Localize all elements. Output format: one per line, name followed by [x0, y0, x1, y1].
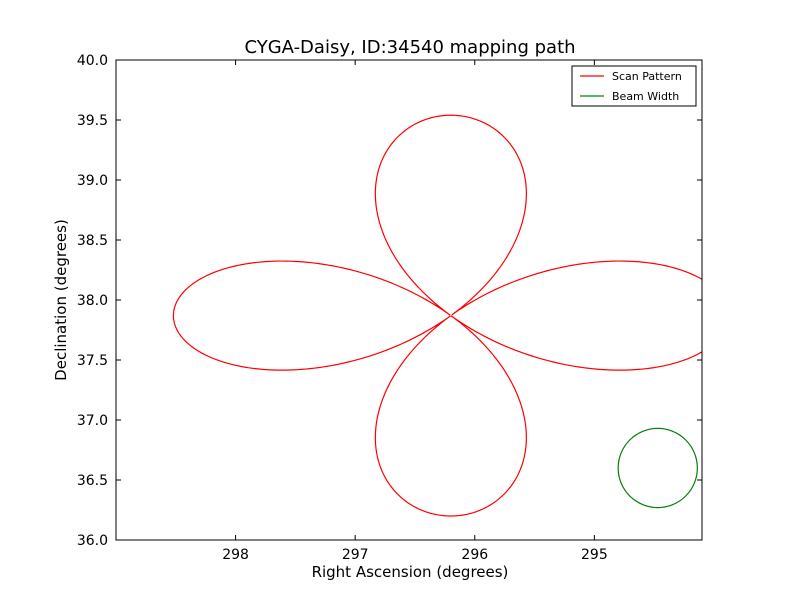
y-tick-label: 37.5 — [77, 353, 108, 369]
legend: Scan Pattern Beam Width — [571, 65, 697, 107]
y-tick-label: 39.0 — [77, 173, 108, 189]
legend-box — [571, 65, 697, 107]
scan-pattern-line — [172, 114, 702, 517]
y-tick-label: 40.0 — [77, 53, 108, 69]
chart-title: CYGA-Daisy, ID:34540 mapping path — [244, 37, 575, 58]
plot-clip-group — [172, 114, 702, 517]
y-tick-label: 39.5 — [77, 113, 108, 129]
y-tick-label: 36.5 — [77, 473, 108, 489]
beam-width-circle — [617, 427, 698, 509]
x-tick-label: 297 — [342, 547, 369, 563]
x-tick-label: 298 — [222, 547, 249, 563]
x-axis-label: Right Ascension (degrees) — [312, 563, 509, 581]
plot-frame — [115, 59, 703, 541]
plot-area — [116, 60, 702, 540]
y-axis-label: Declination (degrees) — [52, 219, 70, 381]
y-tick-label: 38.5 — [77, 233, 108, 249]
x-tick-label: 295 — [581, 547, 608, 563]
x-tick-label: 296 — [461, 547, 488, 563]
y-tick-label: 38.0 — [77, 293, 108, 309]
axis-tick-labels: 298 297 296 295 36.0 36.5 37.0 37.5 38.0 38.5 39.0… — [77, 53, 608, 563]
y-tick-label: 37.0 — [77, 413, 108, 429]
legend-label-beam-width: Beam Width — [612, 90, 679, 103]
legend-label-scan-pattern: Scan Pattern — [612, 70, 682, 83]
y-tick-label: 36.0 — [77, 533, 108, 549]
